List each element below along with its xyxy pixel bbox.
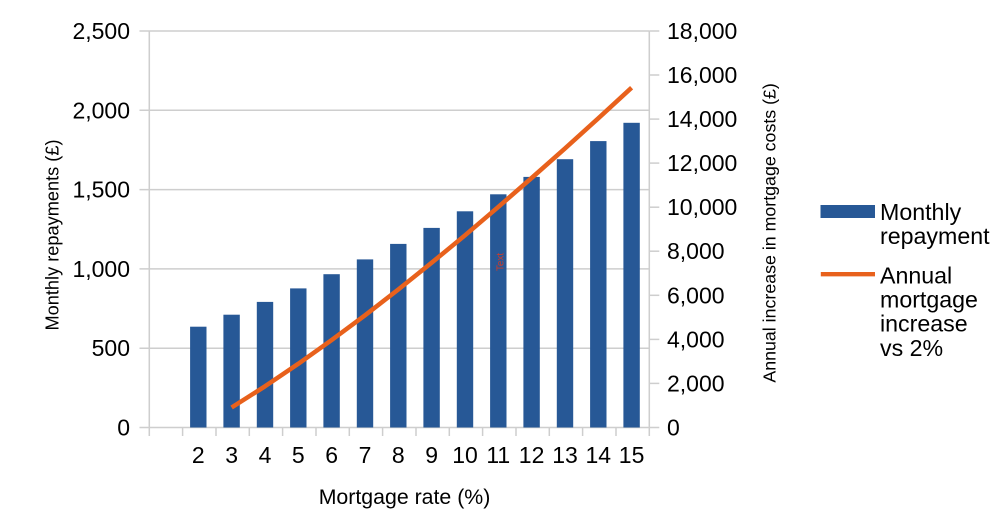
svg-text:15: 15 [619, 442, 645, 468]
svg-text:6,000: 6,000 [667, 282, 725, 308]
svg-text:Text: Text [496, 253, 507, 272]
svg-text:increase: increase [880, 311, 968, 337]
svg-text:0: 0 [667, 415, 680, 441]
svg-text:14,000: 14,000 [667, 106, 737, 132]
svg-text:9: 9 [425, 442, 438, 468]
svg-text:8,000: 8,000 [667, 238, 725, 264]
svg-text:2,500: 2,500 [72, 18, 130, 44]
svg-text:vs 2%: vs 2% [880, 335, 943, 361]
svg-text:1,000: 1,000 [72, 256, 130, 282]
svg-text:2: 2 [192, 442, 205, 468]
svg-text:3: 3 [225, 442, 238, 468]
svg-text:Monthly repayments (£): Monthly repayments (£) [42, 139, 62, 330]
svg-text:18,000: 18,000 [667, 18, 737, 44]
svg-text:16,000: 16,000 [667, 62, 737, 88]
svg-text:Mortgage rate (%): Mortgage rate (%) [319, 485, 491, 509]
svg-text:14: 14 [586, 442, 612, 468]
svg-text:Annual: Annual [880, 263, 952, 289]
svg-text:11: 11 [486, 442, 510, 468]
svg-text:6: 6 [325, 442, 338, 468]
svg-text:2,000: 2,000 [667, 370, 725, 396]
svg-text:4,000: 4,000 [667, 326, 725, 352]
svg-text:Annual increase in mortgage co: Annual increase in mortgage costs (£) [759, 83, 779, 382]
svg-text:10: 10 [452, 442, 478, 468]
svg-text:4: 4 [259, 442, 272, 468]
svg-text:0: 0 [117, 415, 130, 441]
svg-text:Monthly: Monthly [880, 199, 962, 225]
svg-text:repayment: repayment [880, 223, 990, 249]
svg-text:12,000: 12,000 [667, 150, 737, 176]
svg-text:mortgage: mortgage [880, 287, 978, 313]
svg-text:13: 13 [552, 442, 578, 468]
svg-text:2,000: 2,000 [72, 97, 130, 123]
svg-text:1,500: 1,500 [72, 177, 130, 203]
svg-text:10,000: 10,000 [667, 194, 737, 220]
svg-text:500: 500 [92, 335, 130, 361]
svg-text:12: 12 [519, 442, 545, 468]
svg-text:7: 7 [359, 442, 372, 468]
svg-text:5: 5 [292, 442, 305, 468]
svg-text:8: 8 [392, 442, 405, 468]
